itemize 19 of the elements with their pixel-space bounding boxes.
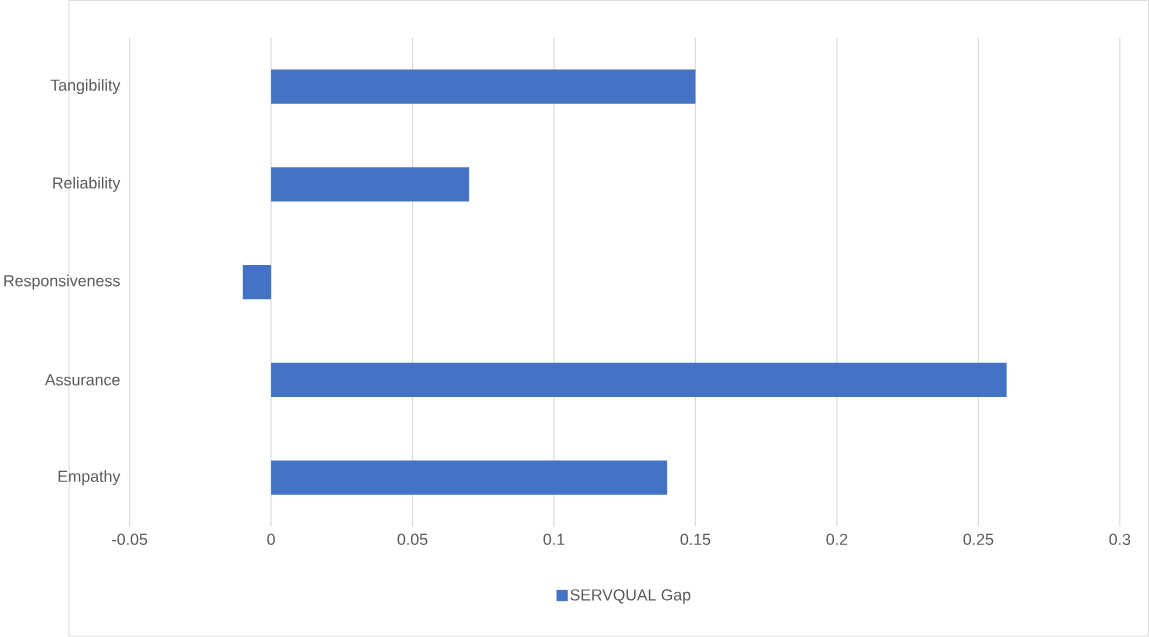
bar	[271, 362, 1007, 398]
x-tick-label: 0.2	[826, 533, 848, 546]
x-tick-label: 0.3	[1109, 533, 1131, 546]
bar	[271, 69, 696, 104]
legend-label: SERVQUAL Gap	[570, 589, 691, 604]
y-tick-label: Tangibility	[50, 79, 121, 95]
bar	[242, 265, 272, 300]
y-tick-label: Responsiveness	[4, 274, 120, 290]
x-tick-label: -0.05	[112, 533, 148, 546]
x-tick-label: 0.05	[397, 533, 428, 546]
x-tick-label: 0	[267, 533, 275, 546]
y-tick-label: Assurance	[44, 374, 120, 386]
y-tick-label: Reliability	[53, 177, 121, 192]
bar	[271, 460, 668, 496]
y-tick-label: Empathy	[58, 470, 121, 486]
bar	[271, 167, 470, 202]
x-tick-label: 0.1	[543, 533, 565, 546]
x-tick-label: 0.25	[963, 533, 994, 546]
x-tick-label: 0.15	[680, 533, 711, 546]
